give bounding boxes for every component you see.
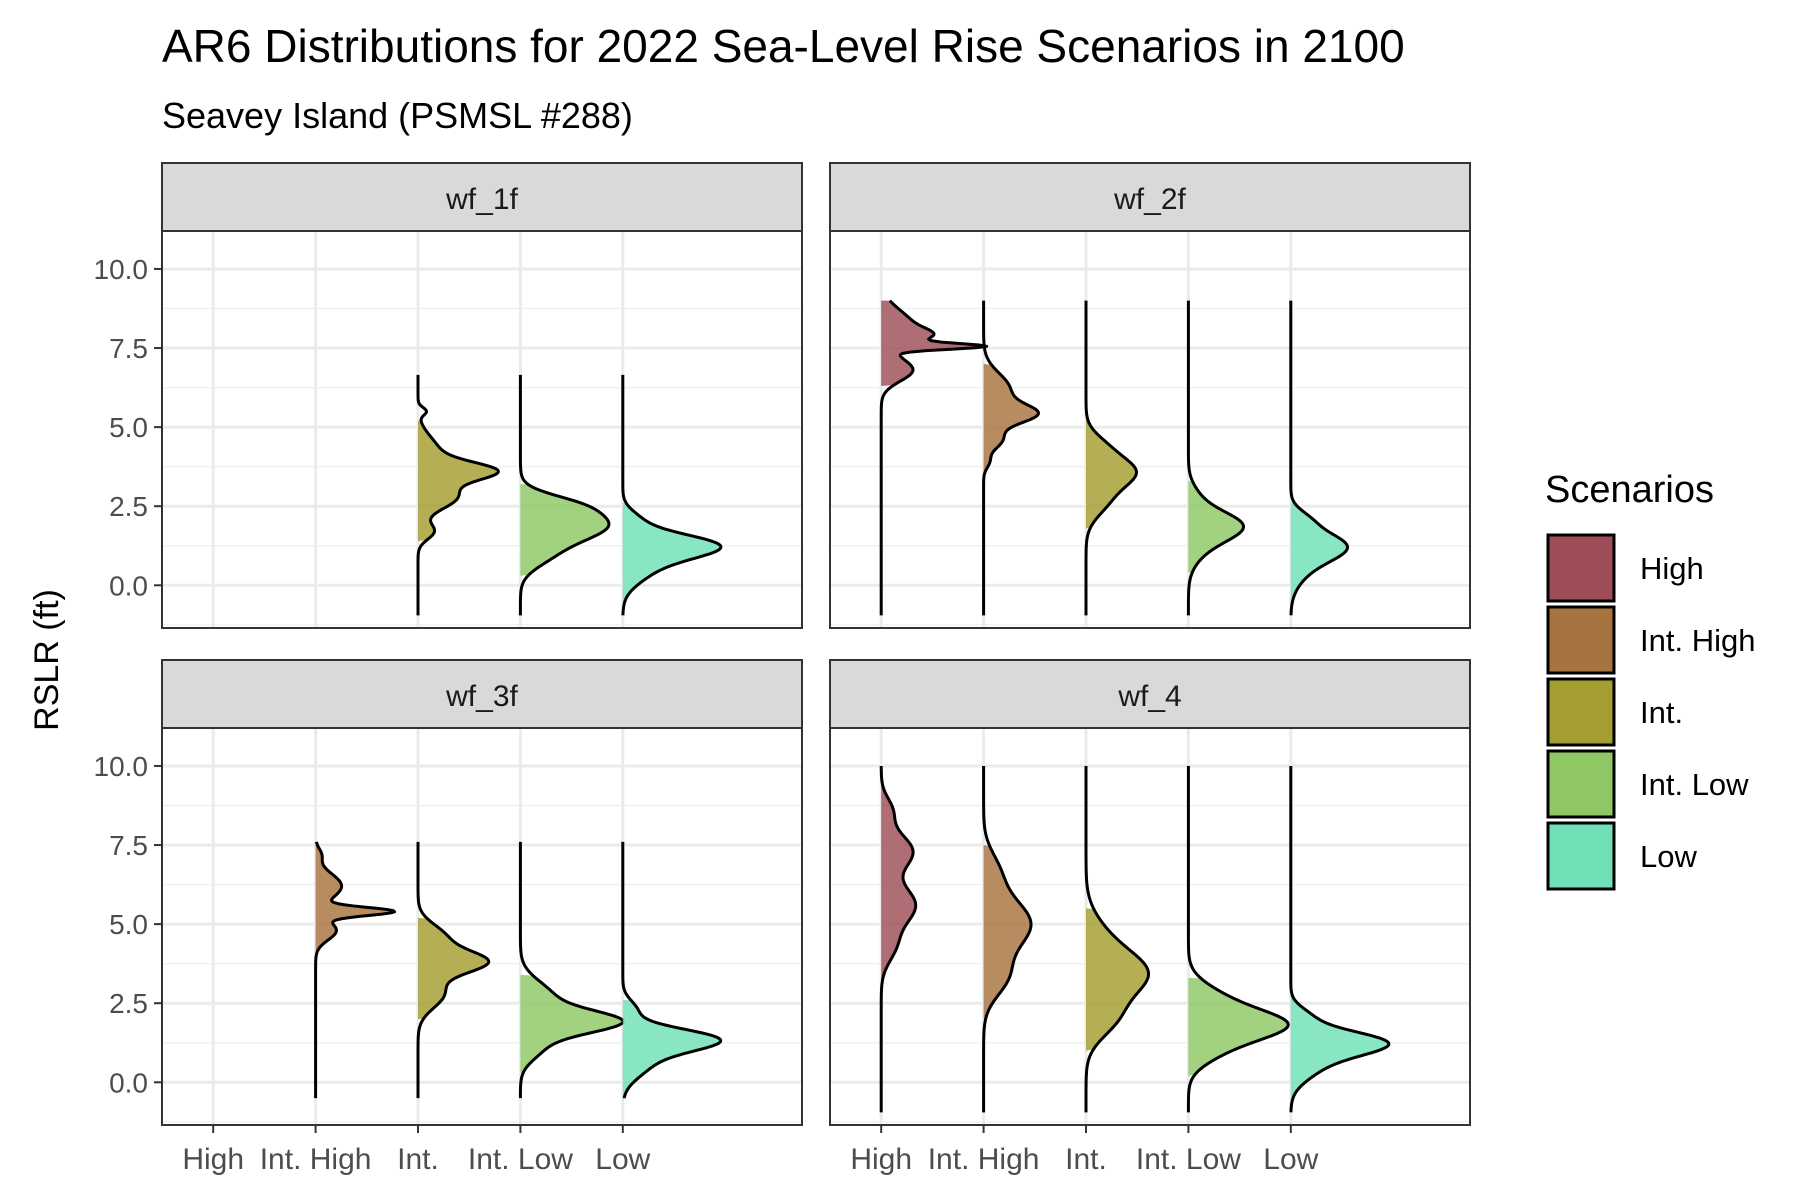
y-tick-label: 0.0: [109, 570, 148, 601]
x-tick-label-int-high: Int. High: [928, 1143, 1040, 1176]
legend-label-int: Int.: [1640, 695, 1683, 730]
x-tick-label-high: High: [850, 1143, 912, 1176]
violin-outline-high: [879, 299, 989, 616]
legend-swatch-low: [1546, 821, 1616, 891]
y-axis-label: RSLR (ft): [28, 589, 66, 731]
violin-fill-high: [881, 300, 987, 387]
facet-strip: [829, 659, 1471, 729]
violin-outline-int-high: [314, 841, 397, 1099]
plot-background: [830, 231, 1470, 628]
violin-outline-low: [1289, 300, 1349, 616]
facet-label: wf_4: [1117, 680, 1181, 713]
panel-wf-3f: wf_3f 10.0 7.5 5.0 2.5 0.0 High Int. High Int. In…: [94, 659, 803, 1176]
chart-title: AR6 Distributions for 2022 Sea-Level Ris…: [162, 20, 1405, 72]
violin-outline-int: [1084, 300, 1138, 616]
x-tick-label-int-high: Int. High: [260, 1143, 372, 1176]
panel-wf-1f: wf_1f 10.0 7.5 5.0 2.5 0.0: [94, 162, 803, 629]
violin-outline-low: [1289, 765, 1391, 1113]
y-tick-label: 5.0: [109, 412, 148, 443]
violin-fill-int-low: [1188, 977, 1289, 1076]
facet-strip: [829, 162, 1471, 232]
violin-fill-int: [1086, 908, 1149, 1051]
y-tick-label: 10.0: [94, 254, 149, 285]
violin-outline-int: [416, 374, 500, 616]
violin-fill-high: [881, 765, 916, 982]
violin-fill-low: [622, 1000, 721, 1102]
violin-fill-int-high: [315, 841, 395, 994]
panel-wf-4: wf_4 High Int. High Int. Int. Low Low: [829, 659, 1471, 1176]
violin-outline-int-high: [982, 300, 1040, 616]
panel-border: [161, 727, 803, 1126]
x-tick-label-int: Int.: [397, 1143, 439, 1176]
facet-panels: wf_1f 10.0 7.5 5.0 2.5 0.0 wf_2f wf_3f 10.0 7.5 5.…: [94, 162, 1471, 1176]
panel-border: [829, 230, 1471, 629]
x-tick-label-low: Low: [1263, 1143, 1318, 1176]
panel-wf-2f: wf_2f: [829, 162, 1471, 629]
facet-label: wf_3f: [445, 680, 518, 713]
x-tick-label-int-low: Int. Low: [1136, 1143, 1241, 1176]
facet-label: wf_2f: [1113, 183, 1186, 216]
violin-outline-int-low: [1186, 765, 1290, 1113]
facet-strip: [161, 659, 803, 729]
violin-outline-int-low: [518, 841, 625, 1099]
legend-swatch-int-high: [1546, 605, 1616, 675]
y-tick-label: 7.5: [109, 333, 148, 364]
y-tick-label: 2.5: [109, 988, 148, 1019]
y-tick-label: 2.5: [109, 491, 148, 522]
violin-outline-int: [416, 841, 491, 1099]
violin-outline-int-low: [518, 374, 611, 616]
y-tick-label: 10.0: [94, 751, 149, 782]
plot-background: [162, 231, 802, 628]
x-tick-label-int-low: Int. Low: [468, 1143, 573, 1176]
violin-fill-int-high: [983, 845, 1032, 1020]
violin-outline-int-high: [982, 765, 1033, 1113]
violin-fill-int-low: [1188, 480, 1244, 573]
y-tick-label: 7.5: [109, 830, 148, 861]
violin-fill-int: [1086, 408, 1137, 529]
legend: Scenarios High Int. High Int. Int. Low Low: [1545, 469, 1755, 891]
violin-outline-int-low: [1186, 300, 1246, 616]
violin-outline-low: [621, 374, 723, 616]
legend-label-int-high: Int. High: [1640, 623, 1755, 658]
violin-outline-low: [621, 841, 723, 1099]
legend-label-int-low: Int. Low: [1640, 767, 1749, 802]
facet-strip: [161, 162, 803, 232]
violin-fill-low: [622, 503, 721, 605]
x-tick-label-int: Int.: [1065, 1143, 1107, 1176]
y-tick-label: 0.0: [109, 1067, 148, 1098]
violin-fill-int: [418, 917, 489, 1020]
facet-label: wf_1f: [445, 183, 518, 216]
violin-fill-int-low: [520, 484, 609, 576]
plot-background: [830, 728, 1470, 1125]
x-tick-label-low: Low: [595, 1143, 650, 1176]
panel-border: [161, 230, 803, 629]
x-tick-label-high: High: [182, 1143, 244, 1176]
legend-swatch-int: [1546, 677, 1616, 747]
panel-border: [829, 727, 1471, 1126]
legend-swatch-high: [1546, 533, 1616, 603]
chart-subtitle: Seavey Island (PSMSL #288): [162, 95, 633, 136]
legend-label-high: High: [1640, 551, 1704, 586]
legend-label-low: Low: [1640, 839, 1697, 874]
legend-swatch-int-low: [1546, 749, 1616, 819]
plot-background: [162, 728, 802, 1125]
violin-outline-int: [1084, 765, 1151, 1113]
violin-outline-high: [879, 765, 918, 1113]
legend-title: Scenarios: [1545, 469, 1714, 511]
y-tick-label: 5.0: [109, 909, 148, 940]
